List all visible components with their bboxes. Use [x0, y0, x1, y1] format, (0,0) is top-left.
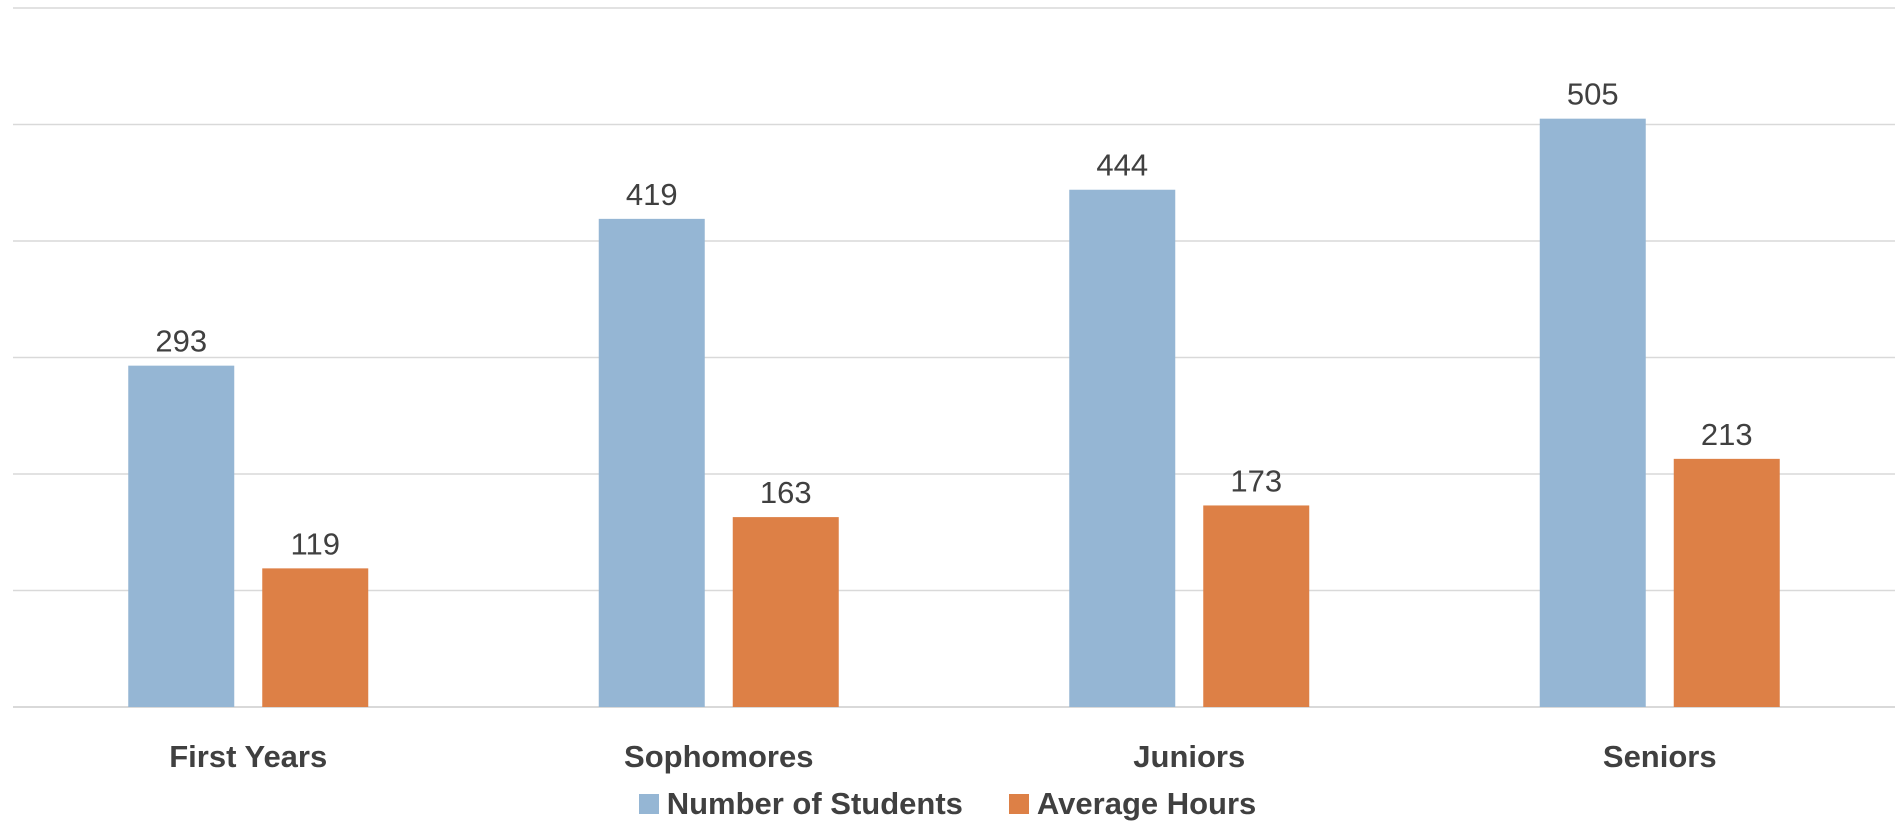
bar-number-of-students-seniors: [1539, 118, 1646, 708]
data-label: 419: [626, 177, 678, 212]
bar-chart: 293 119 419 163 444 173 505 213 First Years Soph…: [13, 7, 1895, 774]
legend-swatch-number-of-students: [638, 794, 659, 814]
bar-average-hours-juniors: [1203, 505, 1310, 707]
bar-average-hours-first-years: [262, 568, 369, 707]
data-label: 173: [1230, 463, 1282, 498]
data-label: 119: [291, 526, 340, 561]
legend-label-number-of-students: Number of Students: [666, 786, 963, 821]
legend-label-average-hours: Average Hours: [1036, 786, 1257, 821]
bar-average-hours-seniors: [1673, 458, 1780, 707]
category-label: Juniors: [1133, 739, 1245, 774]
legend: Number of Students Average Hours: [0, 786, 1895, 822]
data-label: 444: [1096, 148, 1148, 183]
bars: [128, 118, 1780, 708]
data-label: 293: [155, 324, 207, 359]
bar-number-of-students-first-years: [128, 365, 235, 707]
legend-item-number-of-students: Number of Students: [638, 786, 963, 822]
category-label: First Years: [169, 739, 327, 774]
legend-item-average-hours: Average Hours: [1008, 786, 1257, 822]
category-label: Sophomores: [624, 739, 813, 774]
data-label: 213: [1701, 417, 1753, 452]
category-labels: First Years Sophomores Juniors Seniors: [169, 739, 1716, 774]
bar-number-of-students-sophomores: [598, 218, 705, 708]
category-label: Seniors: [1603, 739, 1717, 774]
data-labels: 293 119 419 163 444 173 505 213: [155, 77, 1752, 562]
legend-swatch-average-hours: [1008, 794, 1029, 814]
bar-number-of-students-juniors: [1069, 189, 1176, 708]
bar-average-hours-sophomores: [732, 517, 839, 707]
data-label: 505: [1567, 77, 1619, 112]
data-label: 163: [760, 475, 812, 510]
